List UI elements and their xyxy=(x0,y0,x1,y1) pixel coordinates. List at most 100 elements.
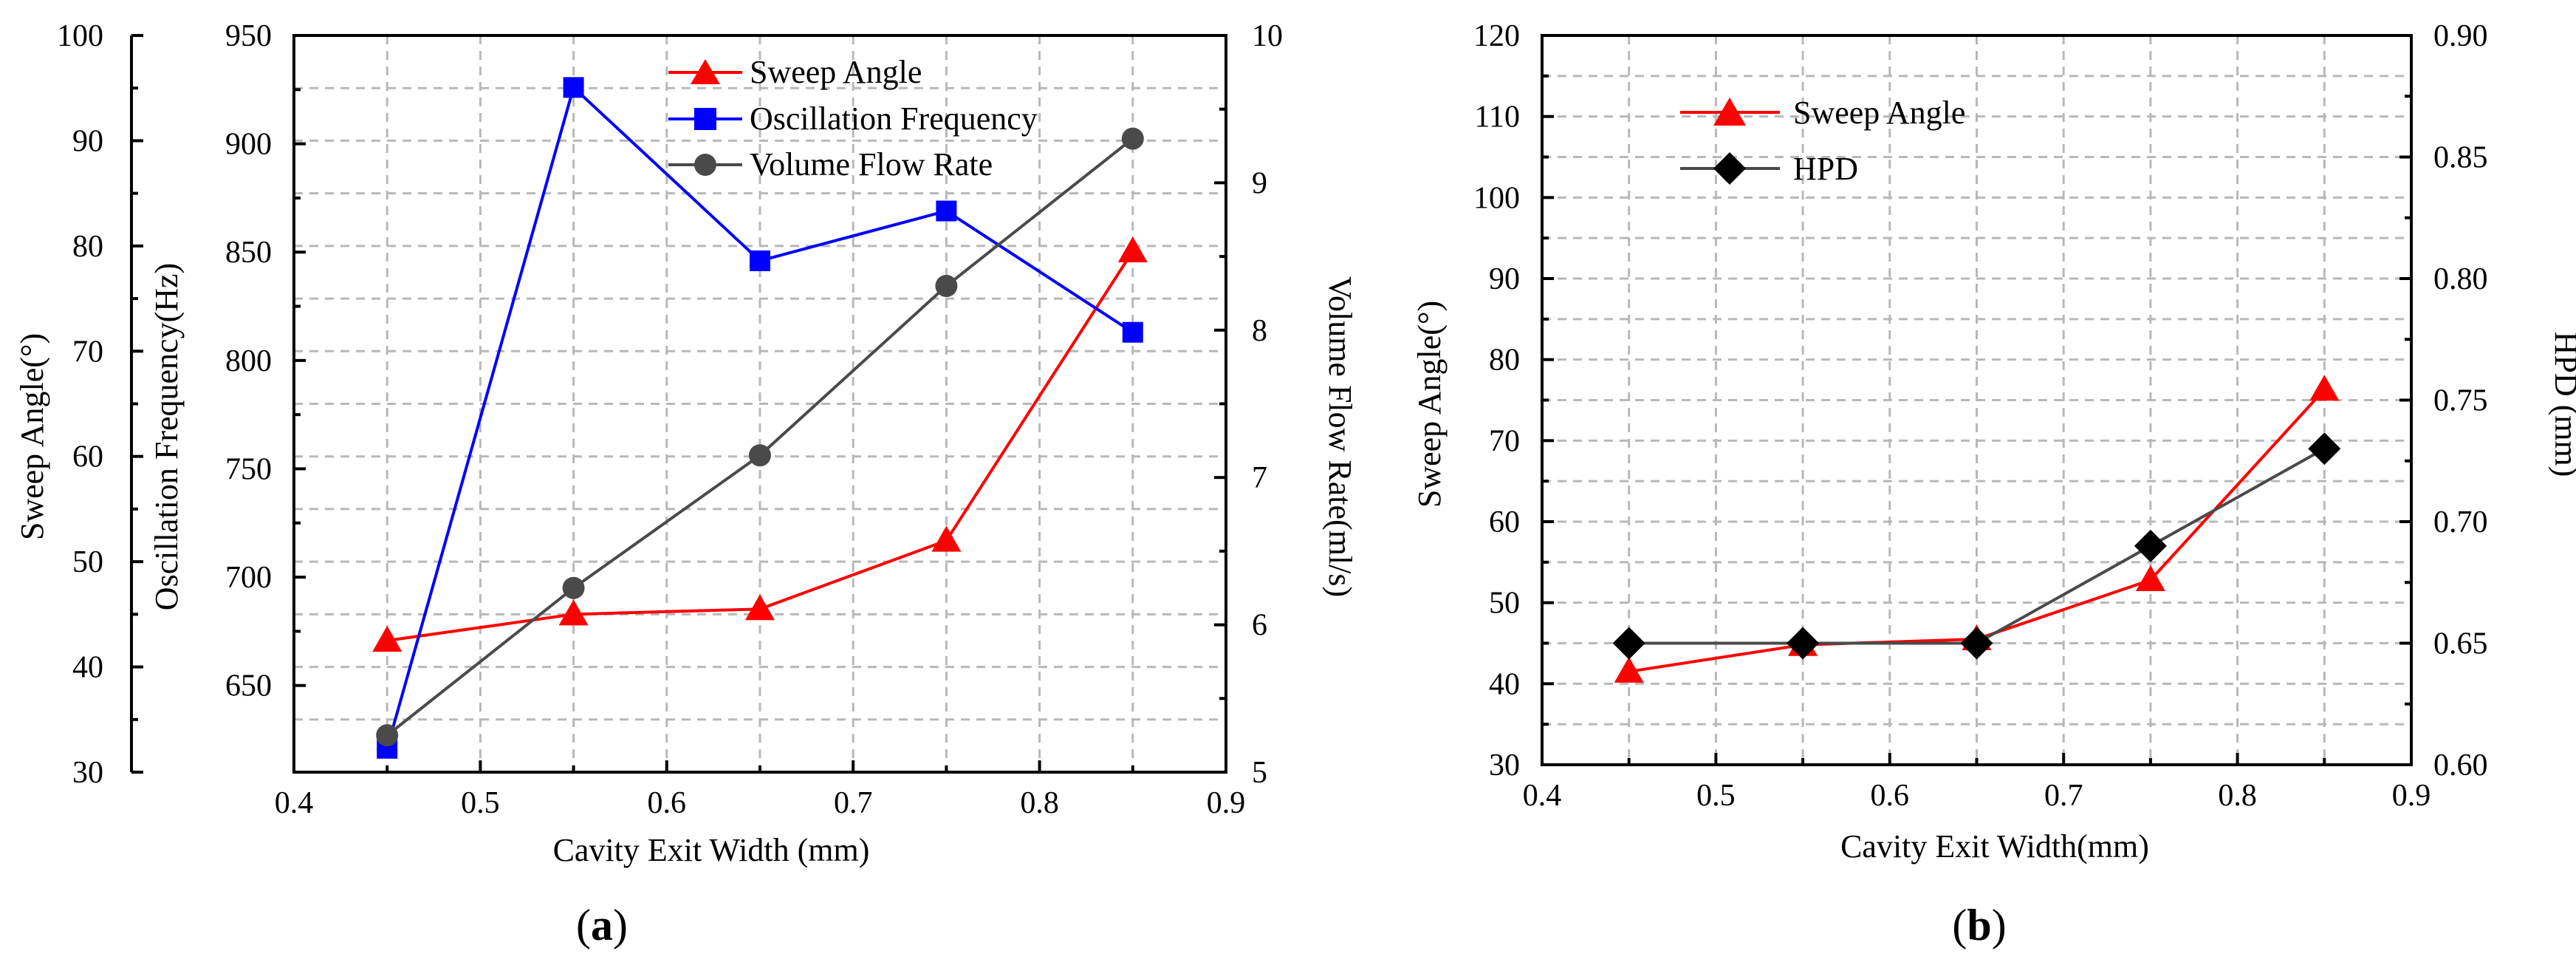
panel-b-sweep-angle-axis-label: Sweep Angle(°) xyxy=(1411,301,1448,508)
data-point-sweep-angle xyxy=(2309,375,2340,401)
data-point-sweep-angle xyxy=(372,625,402,652)
panel-b-legend: Sweep Angle HPD xyxy=(1680,95,1965,187)
data-point-sweep-angle xyxy=(931,525,962,552)
legend-label-volume-flow-rate: Volume Flow Rate xyxy=(750,146,993,183)
y-tick-label: 80 xyxy=(1489,344,1520,378)
data-point-sweep-angle xyxy=(558,599,589,626)
data-point-volume-flow-rate xyxy=(562,576,585,599)
x-tick-label: 0.9 xyxy=(1207,786,1246,820)
y-tick-label: 700 xyxy=(225,561,272,595)
data-point-hpd xyxy=(2134,529,2167,562)
legend-label-hpd: HPD xyxy=(1793,151,1858,187)
data-point-oscillation-frequency xyxy=(1122,321,1143,343)
data-point-hpd xyxy=(1787,627,1820,660)
y-tick-label: 750 xyxy=(225,452,272,486)
legend-label-oscillation-frequency: Oscillation Frequency xyxy=(750,100,1038,137)
legend-label-sweep-angle: Sweep Angle xyxy=(750,54,922,90)
y-tick-label: 950 xyxy=(225,19,272,53)
y-tick-label: 110 xyxy=(1475,100,1520,134)
y-tick-label: 7 xyxy=(1252,461,1267,495)
data-point-oscillation-frequency xyxy=(563,77,584,98)
x-tick-label: 0.7 xyxy=(2044,779,2083,813)
data-point-hpd xyxy=(1612,627,1645,660)
y-tick-label: 100 xyxy=(57,19,103,53)
x-tick-label: 0.5 xyxy=(1696,779,1736,813)
y-tick-label: 30 xyxy=(72,756,103,790)
y-tick-label: 100 xyxy=(1473,181,1520,215)
y-tick-label: 80 xyxy=(72,230,103,264)
y-tick-label: 60 xyxy=(1489,505,1520,539)
panel-b-series xyxy=(1612,375,2341,683)
y-tick-label: 50 xyxy=(1489,587,1520,621)
data-point-sweep-angle xyxy=(745,594,775,621)
y-tick-label: 40 xyxy=(1489,667,1520,701)
y-tick-label: 10 xyxy=(1252,19,1283,53)
legend-square-marker xyxy=(694,108,716,130)
data-point-volume-flow-rate xyxy=(376,724,399,747)
panel-a-chart: 0.4 0.5 0.6 0.7 0.8 0.9 30 40 50 60 70 80 90 100 650 70… xyxy=(14,19,1358,949)
panel-a-letter: a xyxy=(591,901,613,949)
y-tick-label: 50 xyxy=(72,545,103,579)
y-tick-label: 0.80 xyxy=(2433,262,2488,296)
data-point-volume-flow-rate xyxy=(749,444,771,467)
x-tick-label: 0.6 xyxy=(1871,779,1910,813)
y-tick-label: 30 xyxy=(1489,749,1520,782)
y-tick-label: 120 xyxy=(1473,19,1520,53)
legend-circle-marker xyxy=(694,154,716,176)
y-tick-label: 5 xyxy=(1252,756,1267,790)
panel-a-legend: Sweep Angle Oscillation Frequency Volume… xyxy=(668,54,1038,183)
data-point-volume-flow-rate xyxy=(1121,127,1144,150)
x-tick-label: 0.8 xyxy=(2218,779,2257,813)
data-point-hpd xyxy=(2308,432,2341,466)
data-point-volume-flow-rate xyxy=(935,274,958,297)
x-tick-label: 0.5 xyxy=(461,786,500,820)
data-point-oscillation-frequency xyxy=(750,250,770,271)
y-tick-label: 900 xyxy=(225,128,272,162)
data-point-sweep-angle xyxy=(1117,236,1148,262)
data-point-sweep-angle xyxy=(1614,656,1644,683)
panel-a-axes: 0.4 0.5 0.6 0.7 0.8 0.9 30 40 50 60 70 80 90 100 650 70… xyxy=(57,19,1283,820)
y-tick-label: 8 xyxy=(1252,314,1267,348)
panel-b-axes: 0.4 0.5 0.6 0.7 0.8 0.9 30 40 50 60 70 80 90 100 110 12… xyxy=(1473,19,2488,813)
y-tick-label: 9 xyxy=(1252,166,1267,200)
y-tick-label: 0.75 xyxy=(2433,384,2488,418)
y-tick-label: 70 xyxy=(72,335,103,369)
legend-label-sweep-angle: Sweep Angle xyxy=(1793,95,1965,131)
panel-a-frequency-axis-label: Oscillation Frequency(Hz) xyxy=(148,263,185,610)
x-tick-label: 0.4 xyxy=(275,786,314,820)
y-tick-label: 40 xyxy=(72,651,103,685)
data-point-sweep-angle xyxy=(2135,565,2165,591)
panel-b-hpd-axis-label: HPD (mm) xyxy=(2548,332,2576,477)
legend-diamond-marker xyxy=(1713,152,1746,185)
x-tick-label: 0.6 xyxy=(648,786,687,820)
panel-a-gridlines xyxy=(294,35,1226,772)
panel-a-flow-rate-axis-label: Volume Flow Rate(ml/s) xyxy=(1322,276,1358,597)
legend-triangle-marker xyxy=(691,59,720,84)
legend-triangle-marker xyxy=(1713,98,1746,126)
panel-a-series xyxy=(372,77,1148,759)
x-tick-label: 0.9 xyxy=(2392,779,2431,813)
y-tick-label: 6 xyxy=(1252,609,1267,643)
y-tick-label: 0.85 xyxy=(2433,141,2488,175)
x-tick-label: 0.4 xyxy=(1523,779,1562,813)
y-tick-label: 90 xyxy=(72,124,103,158)
x-tick-label: 0.8 xyxy=(1020,786,1059,820)
x-tick-label: 0.7 xyxy=(834,786,873,820)
y-tick-label: 800 xyxy=(225,344,272,378)
panel-a-sweep-angle-axis-label: Sweep Angle(°) xyxy=(14,333,50,540)
y-tick-label: 70 xyxy=(1489,424,1520,458)
panel-a-x-axis-label: Cavity Exit Width (mm) xyxy=(553,832,870,868)
panel-b-label: (b) xyxy=(1952,901,2006,949)
y-tick-label: 0.60 xyxy=(2433,749,2488,782)
data-point-oscillation-frequency xyxy=(936,200,957,222)
y-tick-label: 0.70 xyxy=(2433,505,2488,539)
y-tick-label: 0.90 xyxy=(2433,19,2488,53)
data-point-hpd xyxy=(1960,627,1993,660)
y-tick-label: 650 xyxy=(225,669,272,703)
y-tick-label: 850 xyxy=(225,236,272,270)
panel-b-chart: 0.4 0.5 0.6 0.7 0.8 0.9 30 40 50 60 70 80 90 100 110 12… xyxy=(1411,19,2576,949)
panel-b-x-axis-label: Cavity Exit Width(mm) xyxy=(1840,828,2149,865)
panel-a-label: (a) xyxy=(576,901,628,949)
